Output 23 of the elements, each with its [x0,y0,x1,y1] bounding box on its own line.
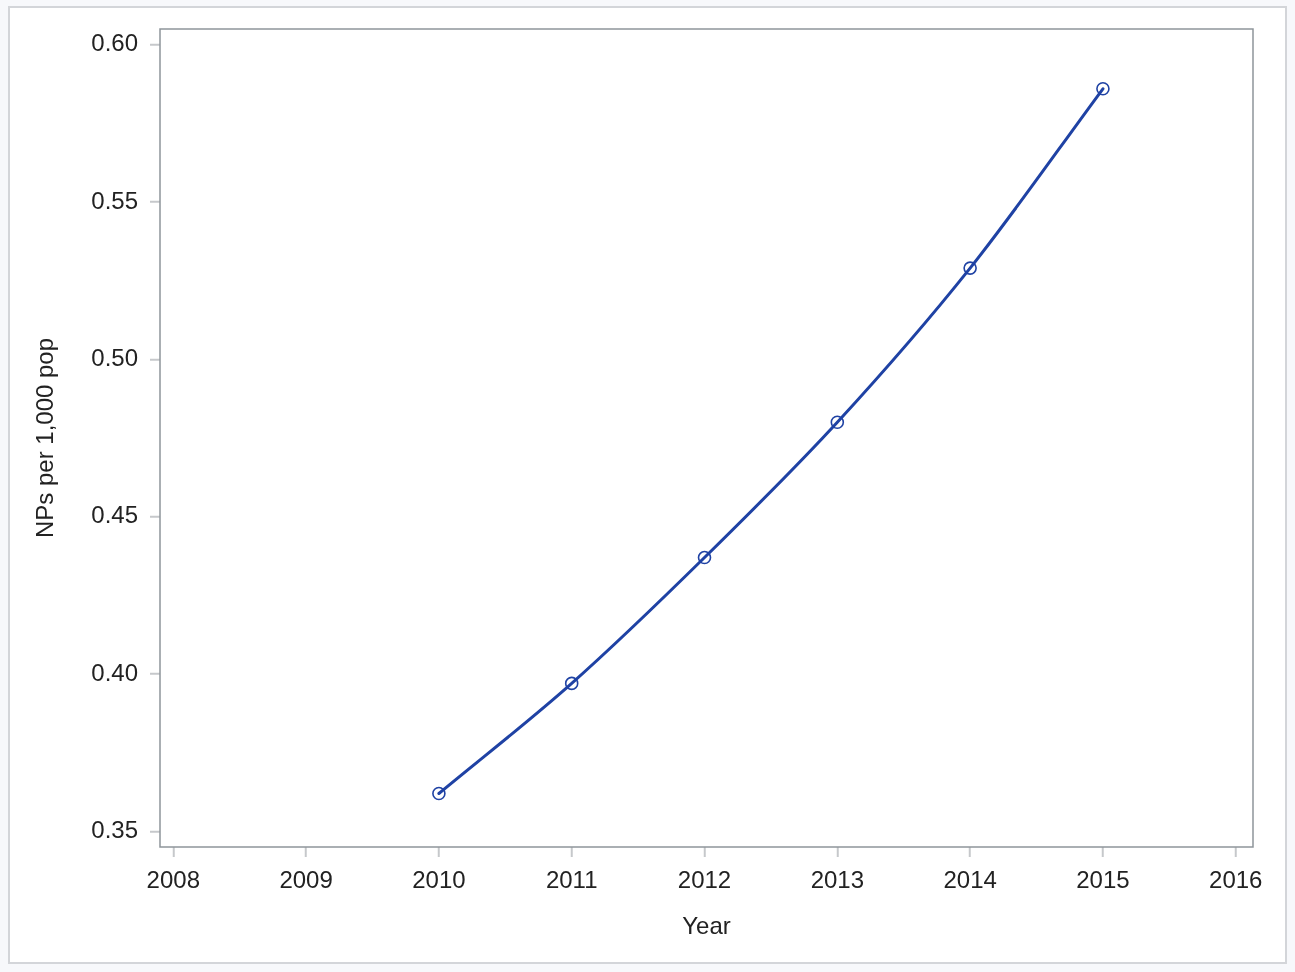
x-tick-label: 2015 [1076,866,1130,894]
y-tick-label: 0.45 [91,501,138,529]
x-tick-label: 2011 [545,866,598,894]
x-tick-label: 2014 [943,866,997,894]
y-tick-label: 0.35 [91,815,138,843]
y-tick-label: 0.40 [91,658,138,686]
point [1096,81,1110,96]
x-axis-title: Year [682,912,731,940]
x-tick-label: 2012 [677,866,732,894]
x-tick-label: 2008 [146,866,200,894]
point [830,415,845,430]
x-tick-label: 2013 [810,866,865,894]
y-tick-label: 0.55 [91,186,138,214]
x-tick-label: 2016 [1209,866,1263,894]
point [564,676,579,691]
y-tick-label: 0.50 [91,343,138,371]
x-tick-label: 2009 [279,866,333,894]
point [697,550,712,565]
point [432,786,446,801]
x-tick-label: 2010 [412,866,466,894]
point [963,261,977,275]
y-axis-title: NPs per 1,000 pop [31,337,59,539]
y-tick-label: 0.60 [91,29,138,57]
